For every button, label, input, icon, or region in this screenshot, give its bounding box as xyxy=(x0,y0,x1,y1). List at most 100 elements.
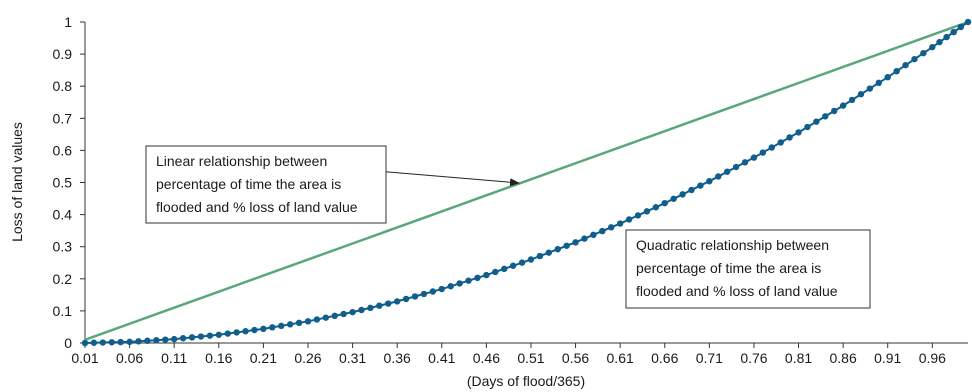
x-tick-label: 0.06 xyxy=(116,350,143,366)
quadratic-point xyxy=(206,332,214,339)
quadratic-point xyxy=(474,274,481,282)
x-tick-label: 0.36 xyxy=(384,350,411,366)
quadratic-point xyxy=(777,139,784,146)
quadratic-point xyxy=(957,23,965,31)
quadratic-point xyxy=(795,129,802,136)
linear-callout-box xyxy=(145,145,387,224)
quadratic-point xyxy=(545,249,552,256)
x-tick-label: 0.61 xyxy=(607,350,634,366)
quadratic-point xyxy=(126,338,133,346)
quadratic-callout-line-3: flooded and % loss of land value xyxy=(636,283,838,299)
x-tick-label: 0.21 xyxy=(250,350,277,366)
quadratic-point xyxy=(447,283,454,290)
quadratic-point xyxy=(929,43,936,51)
x-tick-label: 0.46 xyxy=(473,350,500,366)
quadratic-point xyxy=(278,322,285,330)
quadratic-point xyxy=(349,308,356,316)
y-tick-label: 1 xyxy=(64,14,72,30)
quadratic-point xyxy=(857,91,865,98)
quadratic-point xyxy=(260,325,267,333)
y-ticks: 0 0.1 0.2 0.3 0.4 0.5 0.6 0.7 0.8 0.9 1 xyxy=(53,14,85,351)
quadratic-point xyxy=(162,336,169,343)
quadratic-point xyxy=(153,337,160,344)
quadratic-point xyxy=(438,285,445,293)
quadratic-point xyxy=(936,38,943,46)
x-tick-label: 0.01 xyxy=(71,350,98,366)
quadratic-point xyxy=(706,177,713,185)
quadratic-point xyxy=(411,293,419,300)
quadratic-point xyxy=(670,195,677,202)
x-tick-label: 0.86 xyxy=(830,350,857,366)
linear-callout: Linear relationship between percentage o… xyxy=(145,145,387,224)
x-axis-title: (Days of flood/365) xyxy=(467,373,585,389)
quadratic-point xyxy=(465,277,472,284)
quadratic-point xyxy=(831,107,838,115)
quadratic-point xyxy=(920,49,927,57)
quadratic-point xyxy=(108,339,115,346)
x-tick-label: 0.41 xyxy=(428,350,455,366)
quadratic-point xyxy=(943,33,950,41)
quadratic-point xyxy=(554,246,561,253)
quadratic-point xyxy=(732,163,740,171)
x-tick-label: 0.51 xyxy=(517,350,544,366)
quadratic-point xyxy=(313,316,321,323)
quadratic-point xyxy=(527,256,535,263)
quadratic-point xyxy=(81,339,89,347)
x-tick-label: 0.91 xyxy=(874,350,901,366)
quadratic-point xyxy=(304,318,312,325)
quadratic-point xyxy=(563,242,570,249)
quadratic-point xyxy=(634,212,642,219)
quadratic-point xyxy=(135,338,142,345)
y-tick-label: 0.8 xyxy=(53,78,73,94)
quadratic-point xyxy=(393,298,401,305)
quadratic-callout: Quadratic relationship between percentag… xyxy=(625,229,871,309)
x-tick-label: 0.16 xyxy=(205,350,232,366)
quadratic-point xyxy=(483,271,490,279)
quadratic-point xyxy=(215,331,222,338)
linear-series-line xyxy=(84,20,969,341)
quadratic-point xyxy=(822,113,829,120)
quadratic-point xyxy=(536,252,544,260)
x-tick-label: 0.56 xyxy=(562,350,589,366)
quadratic-point xyxy=(839,102,847,109)
quadratic-point xyxy=(741,159,749,166)
quadratic-point xyxy=(786,134,793,141)
quadratic-point xyxy=(581,235,588,242)
y-tick-label: 0.5 xyxy=(53,175,73,191)
y-tick-label: 0.2 xyxy=(53,271,73,287)
quadratic-point xyxy=(599,227,606,235)
quadratic-point xyxy=(893,67,900,75)
quadratic-point xyxy=(804,123,811,131)
quadratic-point xyxy=(768,144,775,151)
quadratic-point xyxy=(509,262,517,269)
quadratic-point xyxy=(902,61,909,69)
quadratic-point xyxy=(367,304,374,312)
quadratic-point xyxy=(456,280,463,287)
linear-callout-line-1: Linear relationship between xyxy=(156,153,327,169)
quadratic-point xyxy=(590,231,597,239)
quadratic-callout-line-1: Quadratic relationship between xyxy=(636,237,829,253)
x-tick-label: 0.81 xyxy=(785,350,812,366)
y-tick-label: 0.7 xyxy=(53,110,73,126)
quadratic-point xyxy=(866,85,874,92)
quadratic-point xyxy=(723,168,731,175)
quadratic-point xyxy=(572,239,579,246)
quadratic-point xyxy=(90,339,98,346)
quadratic-point xyxy=(518,259,526,266)
quadratic-point xyxy=(661,199,668,207)
quadratic-point xyxy=(429,288,437,295)
quadratic-point xyxy=(884,73,891,81)
quadratic-point xyxy=(616,220,624,227)
quadratic-point xyxy=(964,18,972,26)
quadratic-point xyxy=(652,204,660,211)
linear-callout-line-2: percentage of time the area is xyxy=(156,176,341,192)
y-tick-label: 0 xyxy=(64,335,72,351)
plot-area xyxy=(81,18,972,347)
quadratic-point xyxy=(117,338,124,346)
quadratic-point xyxy=(625,216,633,223)
quadratic-point xyxy=(170,335,178,343)
quadratic-point xyxy=(402,295,410,303)
quadratic-point xyxy=(224,330,231,337)
quadratic-point xyxy=(99,339,107,346)
